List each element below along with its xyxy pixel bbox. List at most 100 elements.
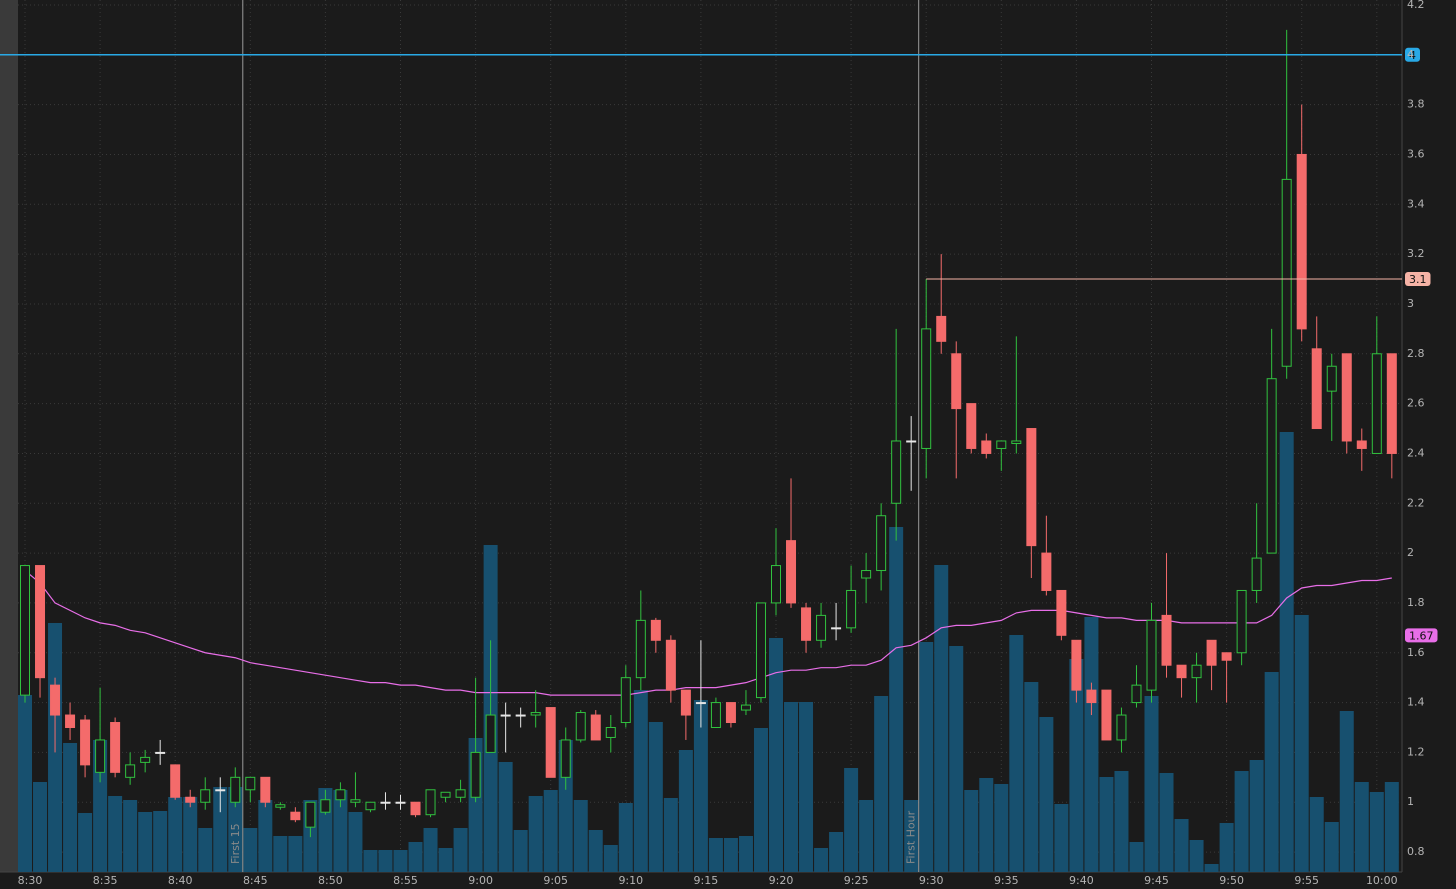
vertical-marker-label: First 15	[229, 823, 242, 864]
candle-body	[620, 677, 631, 724]
candle-body	[1071, 639, 1082, 691]
y-tick-label: 3.2	[1407, 247, 1425, 260]
volume-bar	[333, 790, 348, 872]
volume-bar	[618, 803, 633, 872]
volume-bar	[1294, 615, 1309, 872]
volume-bar	[168, 797, 183, 872]
candle-body	[605, 726, 616, 738]
candle-body	[1086, 689, 1097, 704]
candle-body	[425, 789, 436, 816]
volume-bar	[1054, 804, 1069, 872]
volume-bar	[1159, 773, 1174, 872]
candle-body	[710, 702, 721, 728]
candle-body	[470, 751, 481, 798]
candle-body	[876, 515, 887, 572]
y-tick-label: 0.8	[1407, 845, 1425, 858]
volume-bar	[648, 722, 663, 872]
y-tick-label: 2.8	[1407, 347, 1425, 360]
x-tick-label: 9:50	[1219, 874, 1244, 887]
volume-bar	[678, 750, 693, 872]
x-tick-label: 9:25	[844, 874, 869, 887]
candle-body	[215, 789, 226, 792]
volume-bar	[363, 850, 378, 872]
candle-body	[966, 403, 977, 449]
left-strip	[0, 0, 18, 872]
y-tick-label: 3.8	[1407, 98, 1425, 111]
candle-body	[500, 714, 511, 717]
x-tick-label: 9:00	[468, 874, 493, 887]
price-marker-tag	[1405, 628, 1438, 643]
volume-bar	[603, 845, 618, 872]
volume-bar	[153, 811, 168, 872]
y-tick-label: 2.2	[1407, 496, 1425, 509]
candle-body	[185, 796, 196, 803]
candle-body	[365, 801, 376, 811]
volume-bar	[1039, 717, 1054, 872]
candle-body	[801, 607, 812, 641]
candle-body	[635, 619, 646, 679]
candle-body	[485, 714, 496, 753]
candle-body	[1221, 652, 1232, 661]
candle-body	[245, 776, 256, 791]
candle-body	[831, 627, 842, 630]
volume-bar	[1234, 771, 1249, 872]
candle-body	[1041, 552, 1052, 591]
candle-body	[1101, 689, 1112, 741]
candle-body	[936, 315, 947, 342]
volume-bar	[904, 800, 919, 872]
volume-bar	[1174, 819, 1189, 872]
candle-body	[1311, 348, 1322, 430]
x-tick-label: 9:10	[618, 874, 643, 887]
volume-bar	[138, 812, 153, 872]
y-tick-label: 1.4	[1407, 696, 1425, 709]
volume-bar	[964, 790, 979, 872]
volume-bar	[919, 642, 934, 872]
candle-body	[1206, 639, 1217, 666]
volume-bar	[859, 800, 874, 872]
volume-bar	[1084, 617, 1099, 872]
candle-body	[50, 684, 61, 716]
candle-body	[1296, 153, 1307, 330]
volume-bar	[348, 812, 363, 872]
volume-bar	[543, 790, 558, 872]
candle-body	[1251, 557, 1262, 591]
x-tick-label: 8:35	[93, 874, 118, 887]
candle-body	[260, 776, 271, 803]
candle-body	[305, 801, 316, 828]
candle-body	[1386, 353, 1397, 454]
volume-bar	[1249, 760, 1264, 872]
volume-bar	[78, 813, 93, 872]
candle-body	[680, 689, 691, 716]
volume-bar	[949, 646, 964, 872]
candle-body	[1281, 178, 1292, 367]
volume-bar	[874, 696, 889, 872]
candle-body	[650, 619, 661, 641]
candle-body	[1176, 664, 1187, 679]
x-tick-label: 8:55	[393, 874, 418, 887]
y-tick-label: 2	[1407, 546, 1414, 559]
candle-body	[861, 570, 872, 579]
candle-body	[1326, 365, 1337, 392]
y-tick-label: 4	[1407, 48, 1414, 61]
volume-bar	[753, 728, 768, 872]
price-marker-label: 1.67	[1409, 629, 1434, 642]
candle-body	[410, 801, 421, 816]
volume-bar	[273, 836, 288, 872]
volume-bar	[498, 762, 513, 872]
volume-bar	[1204, 864, 1219, 872]
candle-body	[921, 328, 932, 449]
volume-bar	[1009, 635, 1024, 872]
candle-body	[125, 764, 136, 778]
price-marker-tag	[1405, 272, 1431, 287]
candle-body	[1236, 589, 1247, 654]
candle-body	[1131, 684, 1142, 704]
candle-body	[665, 639, 676, 691]
candle-body	[455, 789, 466, 798]
volume-bar	[1189, 840, 1204, 872]
candle-body	[395, 801, 406, 804]
volume-bar	[708, 838, 723, 872]
volume-bar	[423, 828, 438, 872]
volume-bar	[784, 702, 799, 872]
